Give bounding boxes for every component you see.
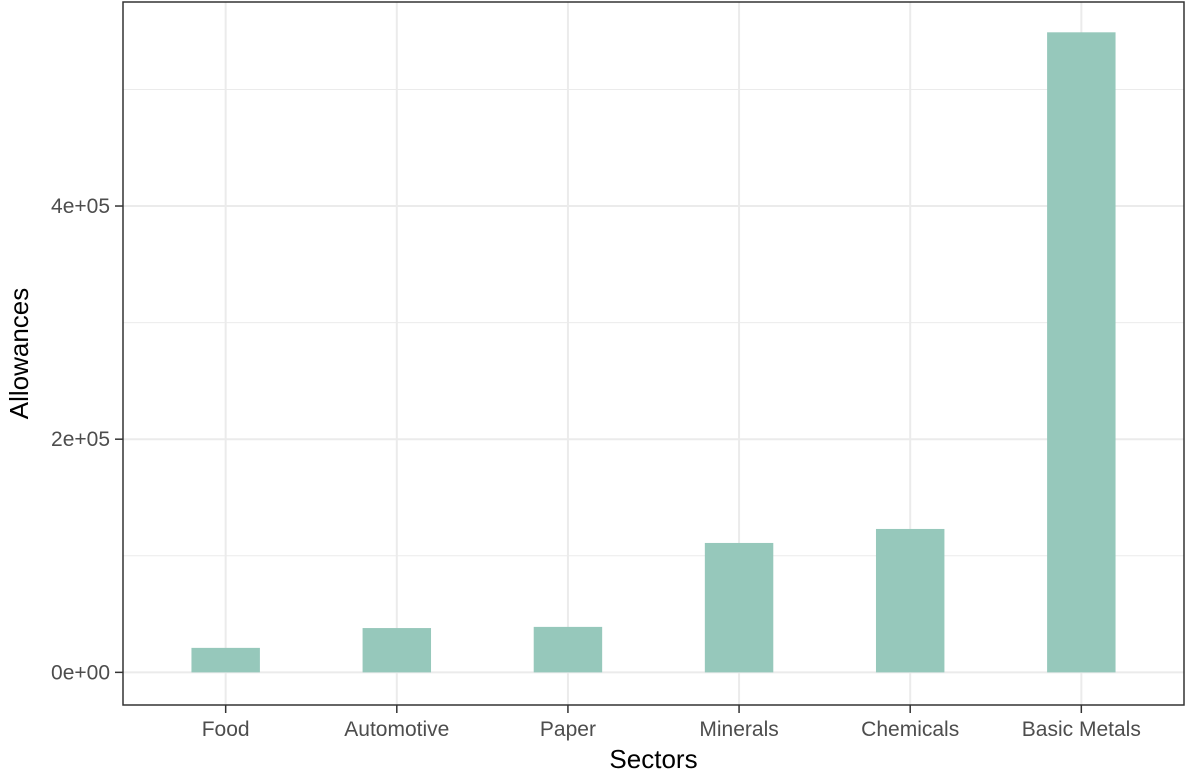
y-tick-label-1: 2e+05 [51, 428, 110, 451]
x-axis: Food Automotive Paper Minerals Chemicals Basi… [202, 705, 1141, 741]
x-tick-label-5: Basic Metals [1022, 718, 1141, 741]
y-axis-title: Allowances [4, 288, 34, 420]
x-tick-label-3: Minerals [699, 718, 778, 741]
x-tick-label-4: Chemicals [861, 718, 959, 741]
bar-food [191, 647, 260, 673]
bars [191, 32, 1116, 673]
bar-chemicals [875, 528, 945, 673]
panel-border [122, 1, 1185, 706]
x-tick-label-0: Food [202, 718, 250, 741]
major-gridlines [123, 2, 1184, 705]
x-axis-title: Sectors [609, 744, 697, 774]
y-tick-label-2: 4e+05 [51, 195, 110, 218]
x-tick-label-2: Paper [540, 718, 596, 741]
bar-automotive [362, 628, 432, 673]
y-tick-label-0: 0e+00 [51, 661, 110, 684]
bar-minerals [704, 542, 774, 673]
minor-gridlines [123, 88, 1184, 557]
y-axis: 0e+00 2e+05 4e+05 [51, 195, 123, 684]
bar-paper [533, 626, 603, 673]
x-tick-label-1: Automotive [344, 718, 449, 741]
bar-basic-metals [1047, 32, 1116, 673]
